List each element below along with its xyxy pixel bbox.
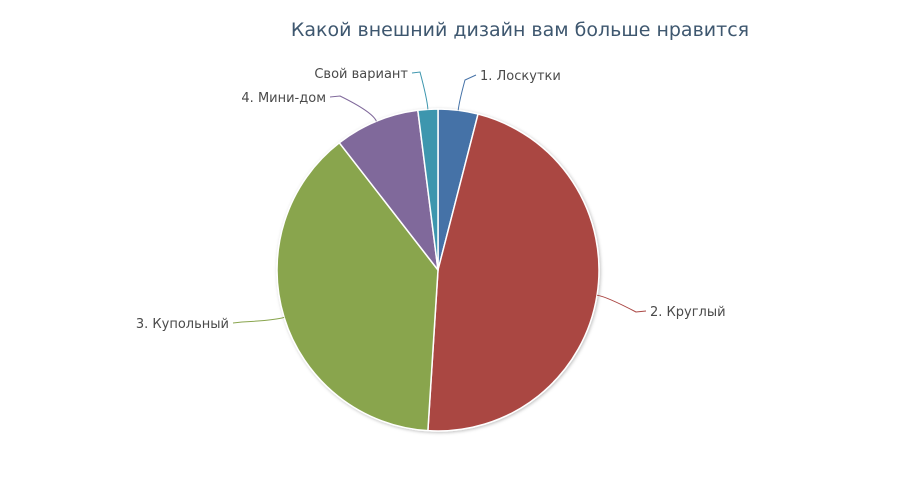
slice-label-2: 2. Круглый <box>650 305 726 320</box>
label-connector-2 <box>596 294 647 313</box>
label-connector-3 <box>232 316 285 324</box>
slice-label-4: 4. Мини-дом <box>241 91 326 106</box>
chart-title: Какой внешний дизайн вам больше нравится <box>291 19 749 41</box>
slice-label-3: 3. Купольный <box>136 317 229 332</box>
label-connector-4 <box>329 95 377 122</box>
slice-label-5: Свой вариант <box>314 67 408 82</box>
label-connector-5 <box>411 71 429 110</box>
pie-slice-2[interactable] <box>427 113 600 432</box>
pie-slice-4[interactable] <box>338 109 439 271</box>
label-connectors <box>232 71 647 324</box>
pie-slice-3[interactable] <box>276 142 439 432</box>
pie-slices <box>276 108 600 432</box>
slice-labels: 1. Лоскутки 2. Круглый 3. Купольный 4. Мини… <box>136 67 726 332</box>
slice-label-1: 1. Лоскутки <box>480 69 561 84</box>
pie-slice-5[interactable] <box>417 108 439 271</box>
label-connector-1 <box>457 74 477 111</box>
